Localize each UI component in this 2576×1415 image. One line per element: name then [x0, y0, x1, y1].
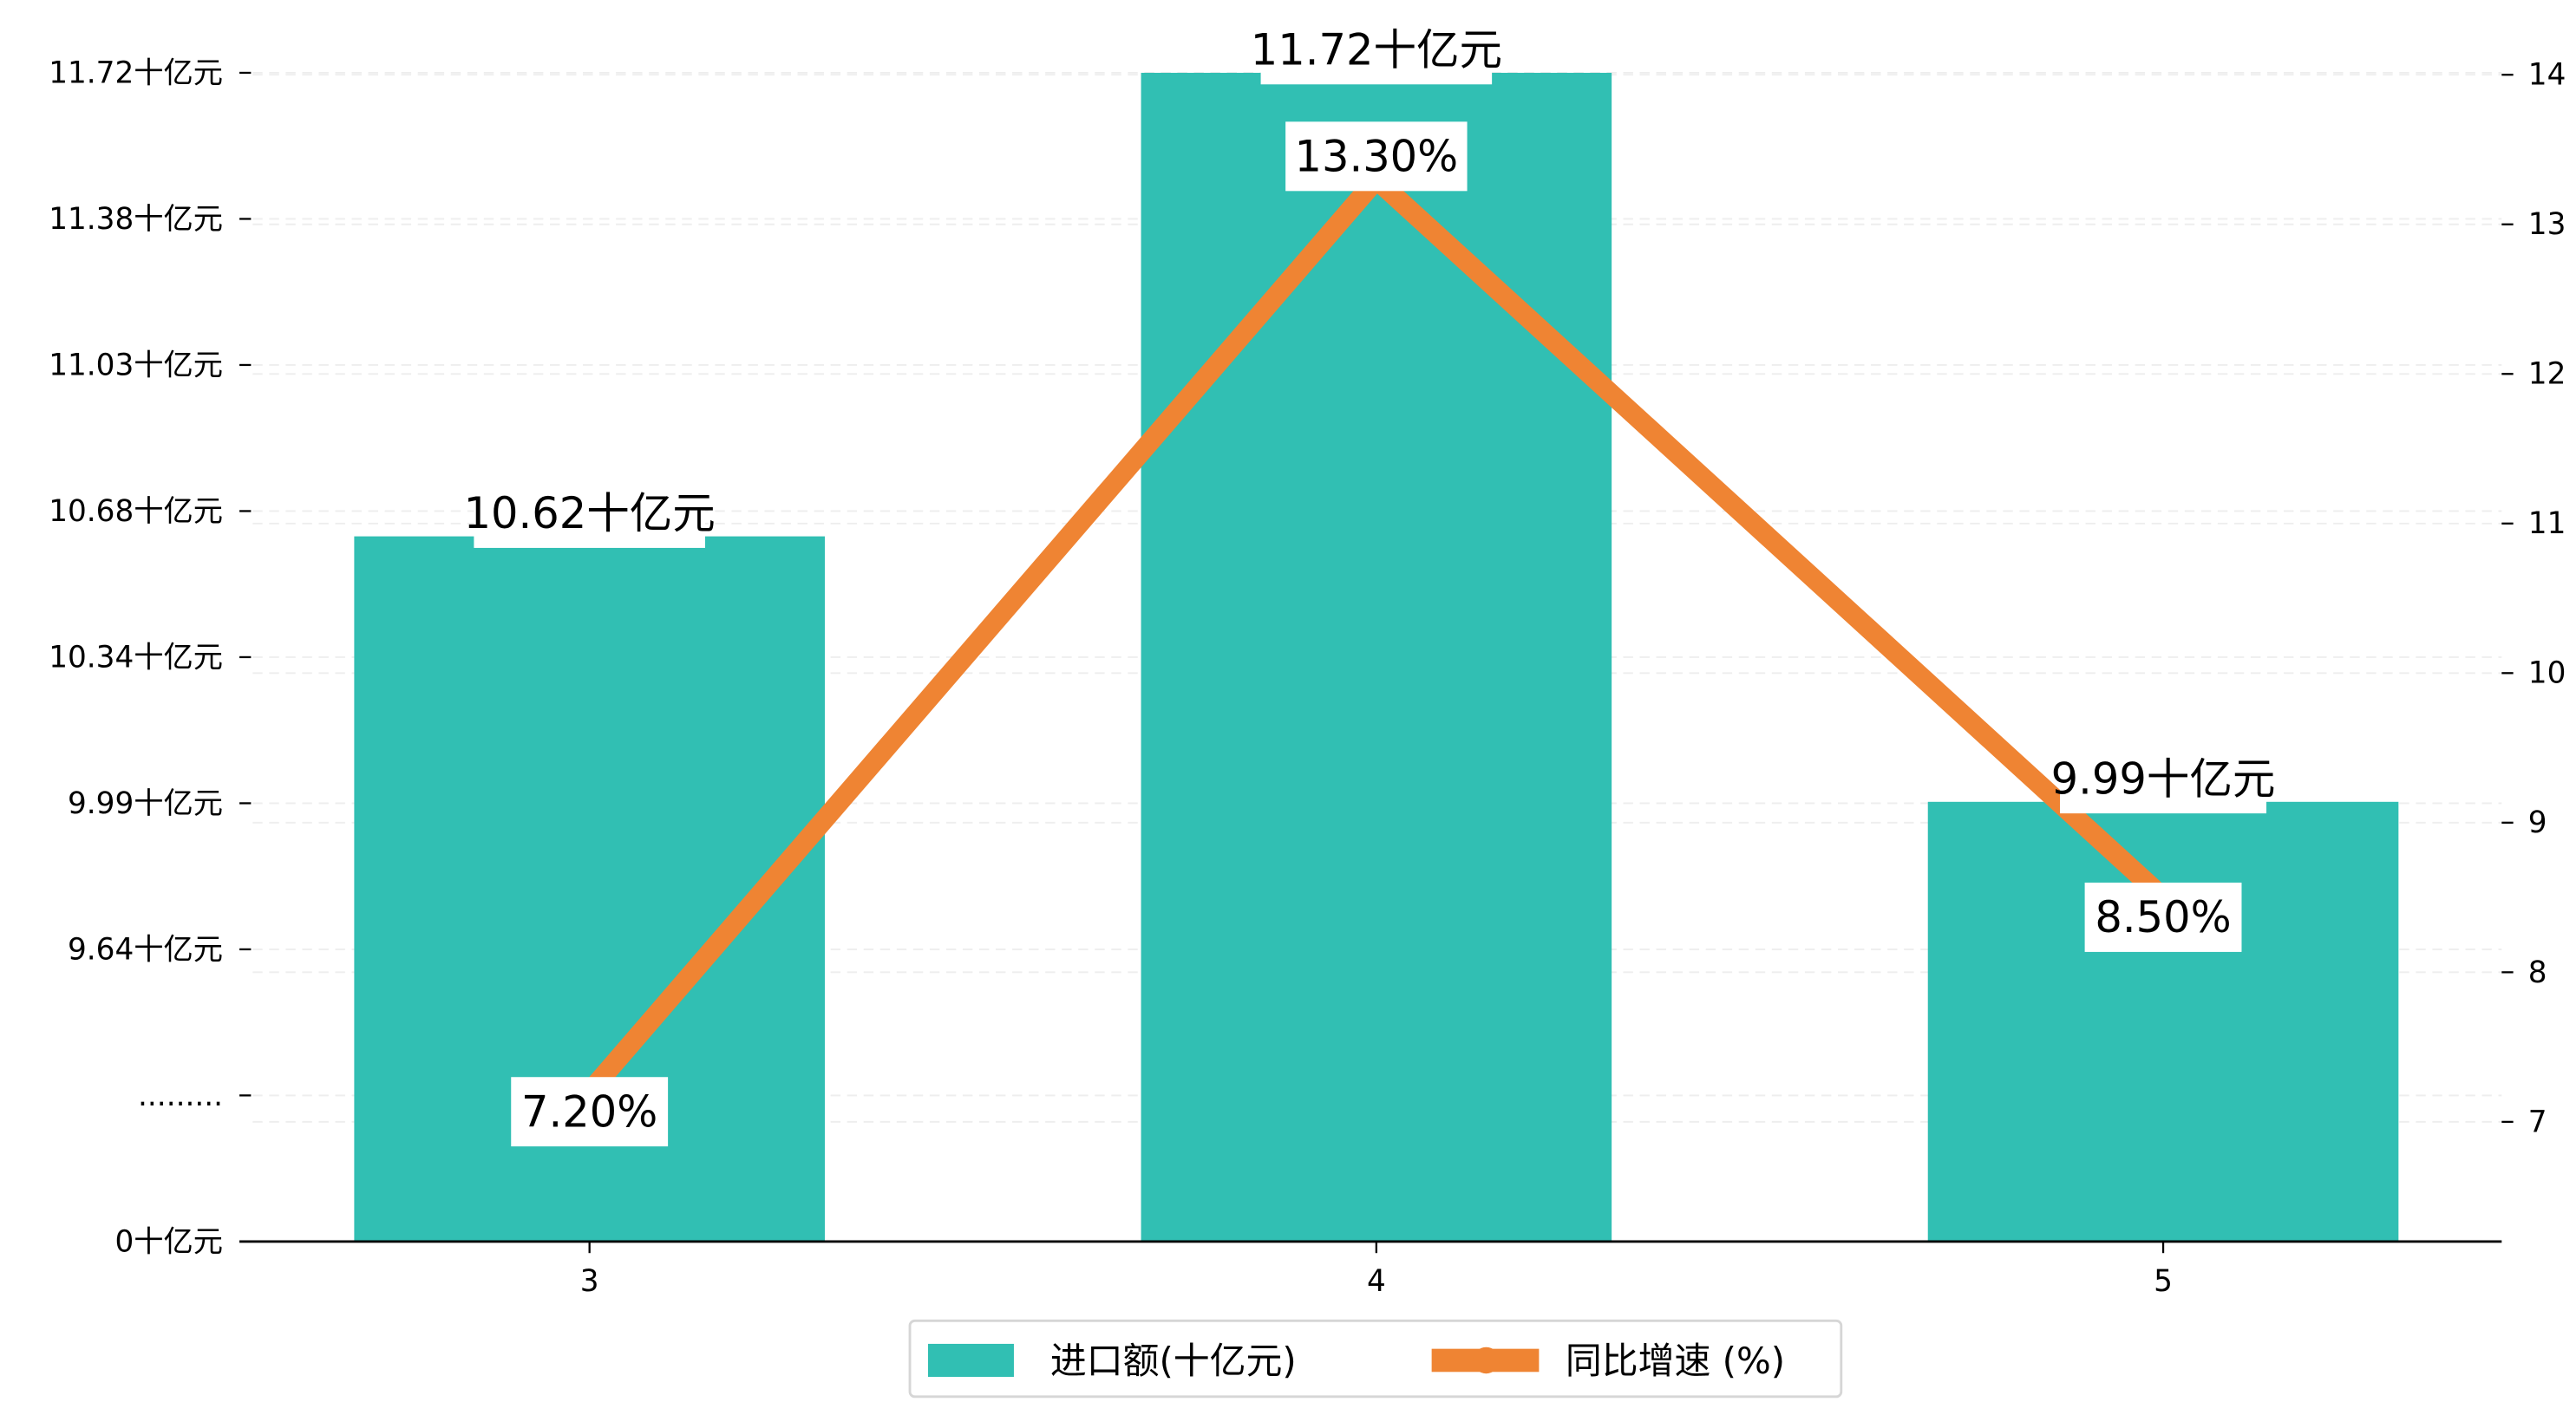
x-tick-label: 3: [580, 1264, 599, 1299]
left-tick-label: 10.68十亿元: [49, 494, 223, 529]
right-tick-label: 12: [2528, 357, 2566, 392]
left-tick-label: 11.38十亿元: [49, 202, 223, 237]
bar-value-label-box: [2060, 744, 2267, 814]
bar-4: [1141, 72, 1612, 1242]
left-tick-label: .........: [138, 1079, 223, 1113]
right-tick-label: 9: [2528, 805, 2547, 840]
x-tick-label: 4: [1367, 1264, 1386, 1299]
legend-box: [908, 1319, 1843, 1399]
left-tick-label: 9.99十亿元: [68, 786, 223, 821]
right-tick-label: 14: [2528, 58, 2566, 93]
right-tick-label: 10: [2528, 656, 2566, 691]
right-tick-label: 7: [2528, 1105, 2547, 1139]
bar-value-label: 9.99十亿元: [2051, 753, 2276, 804]
bar-value-label: 11.72十亿元: [1251, 24, 1502, 75]
data-labels: 10.62十亿元 11.72十亿元 9.99十亿元 7.20% 13.30% 8.50%: [464, 15, 2276, 1147]
x-tick-label: 5: [2154, 1264, 2173, 1299]
growth-value-label-box: [2084, 882, 2242, 952]
legend-line-marker: [1473, 1347, 1500, 1374]
legend-line-label: 同比增速 (%): [1566, 1340, 1785, 1382]
legend: 进口额(十亿元) 同比增速 (%): [908, 1319, 1843, 1399]
bar-value-label: 10.62十亿元: [464, 488, 716, 538]
axes: 0十亿元......... 9.64十亿元 9.99十亿元 10.34十亿元 10.68…: [49, 55, 2566, 1299]
growth-value-label-box: [511, 1077, 669, 1147]
right-tick-label: 8: [2528, 955, 2547, 990]
left-tick-label: 9.64十亿元: [68, 932, 223, 967]
growth-value-label: 7.20%: [521, 1086, 657, 1137]
right-tick-label: 11: [2528, 506, 2566, 541]
legend-bar-label: 进口额(十亿元): [1050, 1340, 1297, 1382]
legend-bar-swatch: [927, 1343, 1014, 1378]
growth-value-label: 8.50%: [2095, 892, 2231, 942]
bar-value-label-box: [1260, 15, 1493, 85]
left-tick-label: 11.72十亿元: [49, 55, 223, 90]
left-tick-label: 10.34十亿元: [49, 640, 223, 675]
right-tick-label: 13: [2528, 207, 2566, 242]
bar-5: [1927, 801, 2399, 1242]
growth-value-label: 13.30%: [1294, 131, 1458, 181]
bar-value-label-box: [474, 478, 705, 548]
left-tick-label: 0十亿元: [114, 1224, 223, 1259]
growth-value-label-box: [1285, 121, 1468, 192]
left-tick-label: 11.03十亿元: [49, 348, 223, 382]
